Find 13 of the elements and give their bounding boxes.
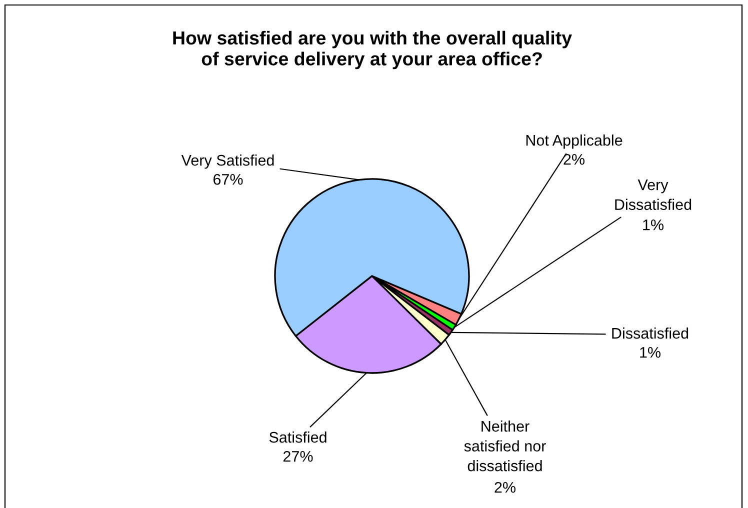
slice-label: Not Applicable — [526, 134, 622, 149]
data-label: 67% — [213, 174, 243, 185]
slice-label: Very Dissatisfied — [615, 180, 692, 210]
data-label: 2% — [564, 154, 584, 165]
slice-label: Neither satisfied nor dissatisfied — [464, 420, 546, 472]
chart-title: How satisfied are you with the overall quality of service delivery at your area office? — [173, 30, 572, 70]
slice-label: Very Satisfied — [181, 154, 274, 169]
slice-label: Dissatisfied — [612, 328, 688, 339]
data-label: 2% — [494, 482, 516, 493]
data-label: 27% — [283, 450, 313, 462]
data-label: 1% — [640, 347, 660, 358]
slice-label: Satisfied — [269, 432, 326, 443]
data-label: 1% — [643, 220, 664, 230]
